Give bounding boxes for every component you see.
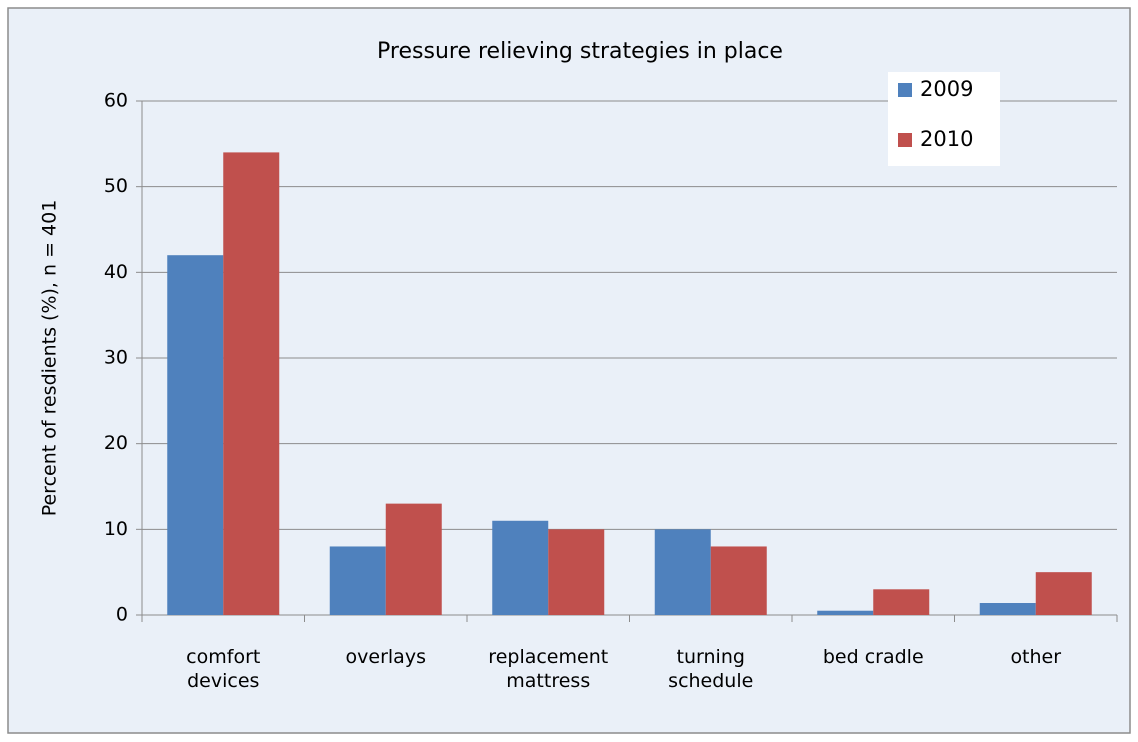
y-tick-label: 20 <box>104 432 128 454</box>
bar <box>548 529 605 615</box>
legend-label: 2009 <box>920 77 973 101</box>
legend-swatch <box>898 133 912 147</box>
bar <box>817 610 874 615</box>
y-tick-label: 0 <box>116 604 128 626</box>
bar <box>979 603 1036 615</box>
bar <box>223 152 280 615</box>
y-tick-label: 40 <box>104 261 128 283</box>
x-tick-label: bed cradle <box>822 646 924 668</box>
bar <box>492 520 549 615</box>
x-tick-label: comfort devices <box>186 646 261 692</box>
bar <box>329 546 386 615</box>
x-tick-label: replacement mattress <box>488 646 609 692</box>
legend-label: 2010 <box>920 127 973 151</box>
y-tick-label: 10 <box>104 518 128 540</box>
chart-title: Pressure relieving strategies in place <box>377 39 783 64</box>
bar <box>167 255 224 615</box>
bar <box>1035 572 1092 615</box>
bar <box>873 589 930 615</box>
x-tick-label: turning schedule <box>668 646 754 692</box>
legend-swatch <box>898 83 912 97</box>
bar <box>710 546 767 615</box>
y-tick-label: 50 <box>104 175 128 197</box>
y-axis-label: Percent of resdients (%), n = 401 <box>39 200 61 517</box>
bar <box>385 503 442 615</box>
bar <box>654 529 711 615</box>
x-tick-label: overlays <box>345 646 426 668</box>
x-tick-label: other <box>1010 646 1062 668</box>
y-tick-label: 60 <box>104 90 128 112</box>
y-tick-label: 30 <box>104 347 128 369</box>
